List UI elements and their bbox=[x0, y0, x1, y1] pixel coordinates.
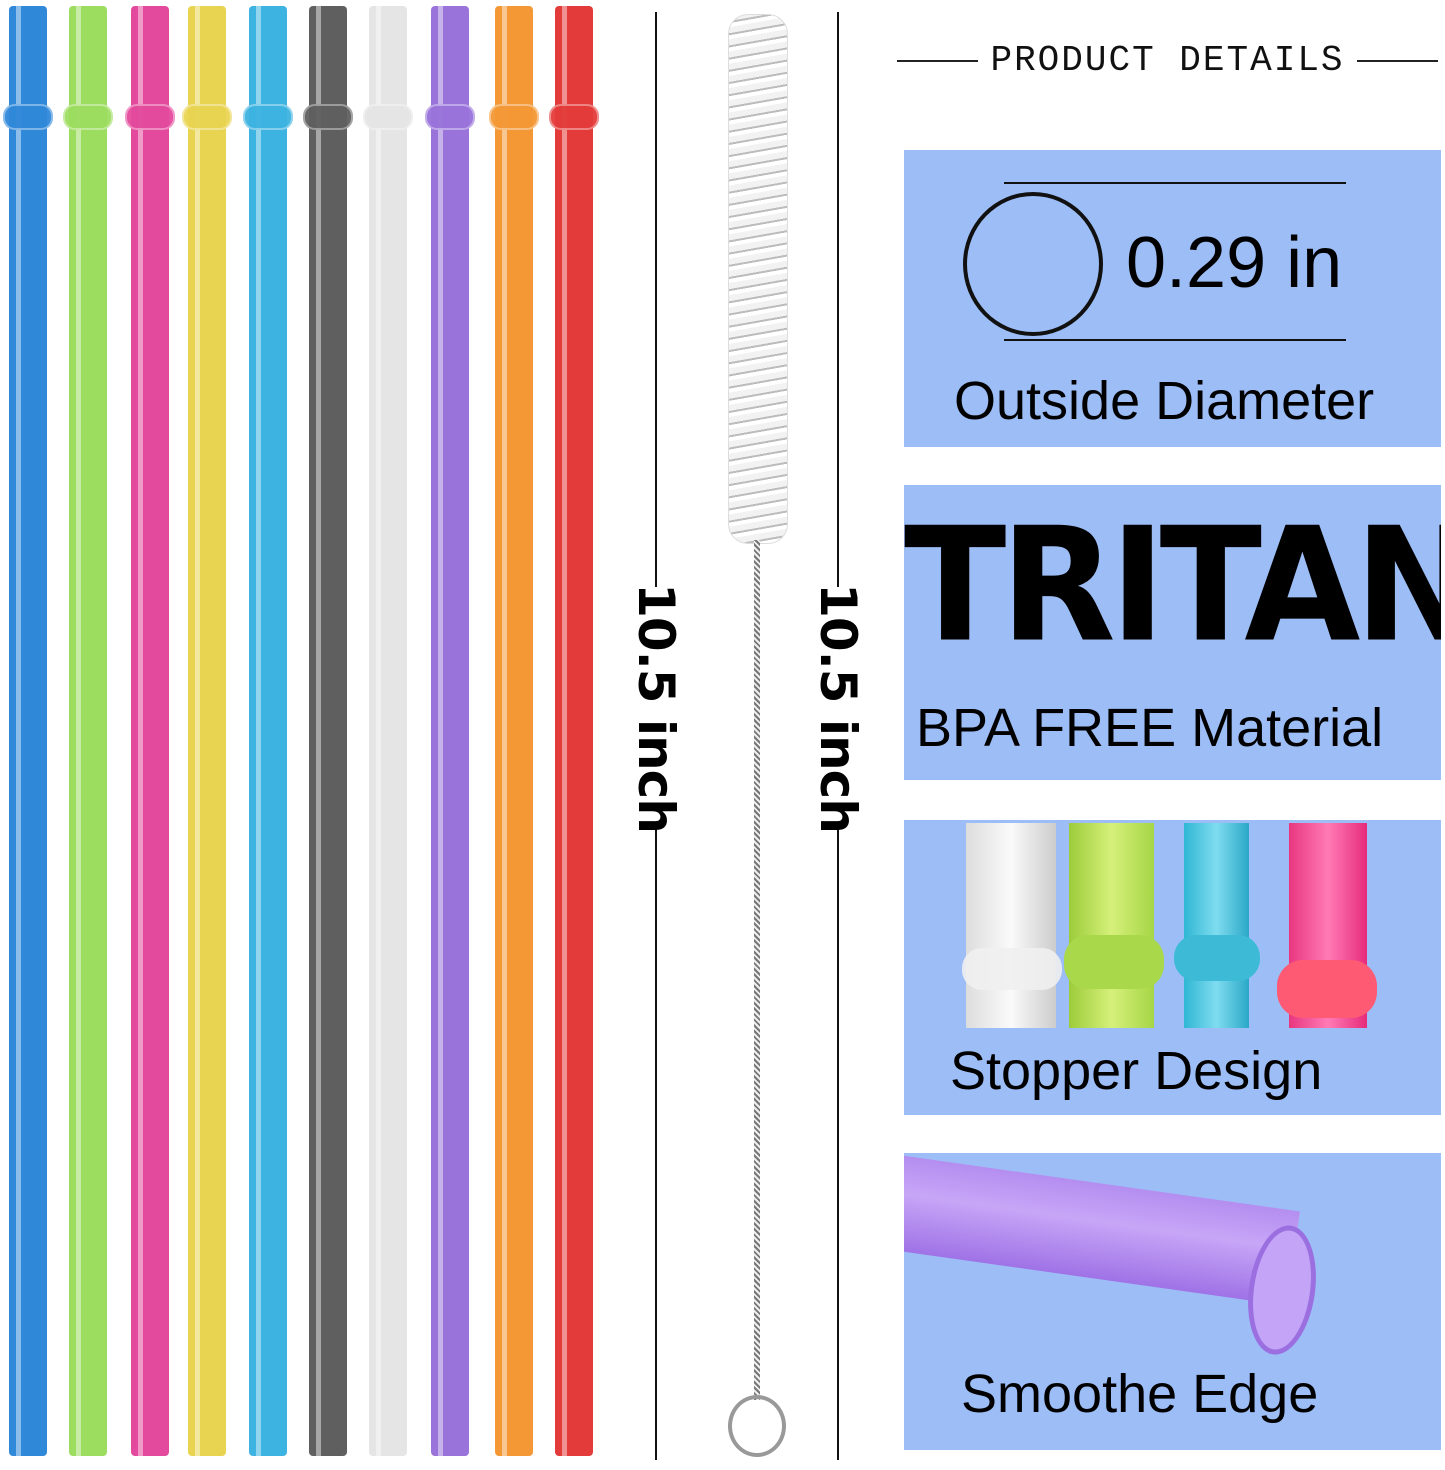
straw-highlight bbox=[316, 6, 321, 1456]
blue-straw-image bbox=[1184, 823, 1249, 1028]
straw bbox=[425, 6, 475, 1456]
straw-stopper bbox=[125, 104, 175, 130]
length-line-top-right bbox=[837, 12, 839, 587]
straw-stopper bbox=[425, 104, 475, 130]
length-line-top-left bbox=[655, 12, 657, 587]
green-stopper-image bbox=[1064, 935, 1164, 989]
circle-icon bbox=[963, 192, 1103, 336]
diameter-line-top bbox=[1004, 182, 1346, 184]
straw-highlight bbox=[195, 6, 200, 1456]
brush-wire bbox=[754, 540, 760, 1400]
straw bbox=[489, 6, 539, 1456]
straw-length-label: 10.5 inch bbox=[627, 582, 685, 833]
straw-stopper bbox=[3, 104, 53, 130]
straw-stopper bbox=[489, 104, 539, 130]
diameter-line-bottom bbox=[1004, 339, 1346, 341]
purple-straw-image bbox=[904, 1153, 1300, 1306]
diameter-value: 0.29 in bbox=[1126, 223, 1343, 303]
material-title: TRITAN bbox=[904, 494, 1441, 678]
straw-stopper bbox=[182, 104, 232, 130]
material-label: BPA FREE Material bbox=[916, 698, 1384, 758]
green-straw-image bbox=[1069, 823, 1154, 1028]
straw-stopper bbox=[363, 104, 413, 130]
brush-loop bbox=[728, 1395, 786, 1457]
header-text: PRODUCT DETAILS bbox=[990, 40, 1345, 81]
brush-bristles bbox=[728, 14, 788, 544]
straw bbox=[125, 6, 175, 1456]
product-details-header: PRODUCT DETAILS bbox=[897, 40, 1438, 81]
straw-highlight bbox=[562, 6, 567, 1456]
straw-highlight bbox=[376, 6, 381, 1456]
straw bbox=[182, 6, 232, 1456]
diameter-panel: 0.29 in Outside Diameter bbox=[904, 150, 1441, 447]
blue-stopper-image bbox=[1174, 935, 1260, 981]
straw bbox=[3, 6, 53, 1456]
clear-stopper-image bbox=[962, 948, 1062, 990]
straw-highlight bbox=[138, 6, 143, 1456]
straw bbox=[63, 6, 113, 1456]
straw-stopper bbox=[243, 104, 293, 130]
straw-highlight bbox=[502, 6, 507, 1456]
straw-stopper bbox=[303, 104, 353, 130]
pink-stopper-image bbox=[1277, 960, 1377, 1018]
straw bbox=[363, 6, 413, 1456]
straw-stopper bbox=[63, 104, 113, 130]
straw-highlight bbox=[76, 6, 81, 1456]
material-panel: TRITAN BPA FREE Material bbox=[904, 485, 1441, 780]
brush-length-label: 10.5 inch bbox=[809, 582, 867, 833]
stopper-panel: Stopper Design bbox=[904, 820, 1441, 1115]
clear-straw-image bbox=[966, 823, 1056, 1028]
straw-highlight bbox=[438, 6, 443, 1456]
edge-label: Smoothe Edge bbox=[961, 1364, 1319, 1424]
edge-panel: Smoothe Edge bbox=[904, 1153, 1441, 1450]
straw-highlight bbox=[256, 6, 261, 1456]
length-line-bottom-left bbox=[655, 825, 657, 1460]
divider bbox=[1356, 59, 1438, 62]
diameter-label: Outside Diameter bbox=[954, 371, 1375, 431]
straw bbox=[549, 6, 599, 1456]
straw-stopper bbox=[549, 104, 599, 130]
stopper-label: Stopper Design bbox=[950, 1041, 1323, 1101]
straw-highlight bbox=[16, 6, 21, 1456]
divider bbox=[897, 59, 979, 62]
straw bbox=[303, 6, 353, 1456]
straw bbox=[243, 6, 293, 1456]
length-line-bottom-right bbox=[837, 825, 839, 1460]
